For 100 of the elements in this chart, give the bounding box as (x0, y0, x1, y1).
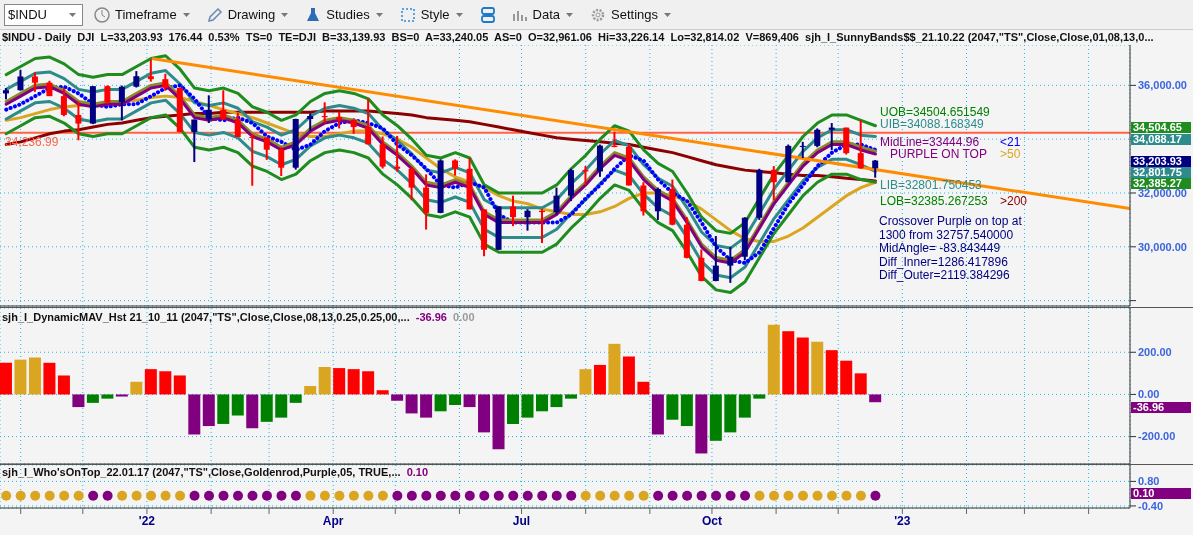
bar (666, 394, 679, 420)
bar (304, 386, 317, 395)
bar (811, 341, 824, 395)
bar (478, 394, 491, 433)
text: $INDU (4, 3, 83, 26)
bar (57, 375, 70, 395)
annotation: LIB=32801.750453 (880, 178, 982, 192)
annotation: >200 (1000, 194, 1028, 208)
x-tick-label: Apr (322, 513, 344, 528)
text: -36.96 (1131, 401, 1191, 413)
candlestick (321, 101, 328, 125)
bar (463, 394, 476, 408)
annotation: Crossover Purple on top at 1300 from 32757.540000 MidAngle= -83.843449 Diff_Inner=1286.417896 Diff_Outer=2119.384296 (879, 214, 1022, 283)
bar (608, 343, 621, 395)
text: Studies (325, 6, 371, 24)
candlestick (727, 245, 734, 284)
text: 34,088.17 (1131, 133, 1191, 145)
bar (420, 394, 433, 418)
y-tick-label: 200.00 (1138, 346, 1172, 359)
text: Drawing (226, 6, 277, 24)
candlestick (234, 111, 241, 139)
bar (782, 331, 795, 395)
candlestick (379, 135, 386, 170)
candlestick (365, 97, 372, 146)
bar (0, 362, 12, 395)
candlestick (553, 186, 560, 216)
candlestick (147, 58, 154, 83)
annotation: UIB=34088.168349 (880, 117, 984, 131)
bar (550, 394, 563, 408)
annotation: MidLine=33444.96 (880, 135, 980, 149)
candlestick (60, 87, 67, 118)
text: 0.10 (1131, 487, 1191, 499)
bar (130, 381, 143, 395)
bar (521, 394, 534, 418)
candlestick (75, 100, 82, 142)
candlestick (799, 140, 806, 160)
bar (651, 394, 664, 435)
bar (825, 350, 838, 395)
bar (173, 375, 186, 395)
bar (535, 394, 548, 412)
candlestick (205, 94, 212, 125)
x-tick-label: '23 (894, 513, 911, 528)
bar (753, 394, 766, 399)
text: 33,203.93 (1131, 155, 1191, 167)
bar (869, 394, 882, 403)
annotation: 0.00 (452, 311, 475, 323)
bar (231, 394, 244, 416)
candlestick (857, 119, 864, 170)
candlestick (191, 118, 198, 164)
annotation: -36.96 (414, 311, 447, 323)
bar (767, 324, 780, 395)
candlestick (698, 248, 705, 283)
bar (593, 364, 606, 395)
bar (507, 394, 520, 424)
candlestick (770, 165, 777, 202)
bar (217, 394, 230, 424)
bar (709, 394, 722, 441)
candlestick (394, 134, 401, 173)
bar (564, 394, 577, 399)
text: 34,504.65 (1131, 121, 1191, 133)
y-tick-label: 0.00 (1138, 388, 1160, 401)
chart-title: sjh_I_Who'sOnTop_22.01.17 (2047,"TS",Close,Goldenrod,Purple,05, TRUE,... (2, 466, 401, 478)
text: Data (531, 6, 562, 24)
annotation: >50 (1000, 147, 1021, 161)
line-series (4, 54, 877, 235)
bar (796, 337, 809, 395)
bar (188, 394, 201, 435)
candlestick (249, 132, 256, 187)
bar (275, 394, 288, 418)
candlestick (828, 122, 835, 151)
bar (449, 394, 462, 405)
y-tick-label: -200.00 (1138, 430, 1176, 443)
bar (695, 394, 708, 454)
bar (260, 394, 273, 422)
candlestick (104, 84, 111, 106)
bar (738, 394, 751, 418)
bar (115, 394, 128, 397)
bar (159, 371, 172, 395)
x-tick-label: '22 (138, 513, 156, 528)
candlestick (814, 127, 821, 149)
bar (637, 381, 650, 395)
candlestick (712, 235, 719, 283)
bar (362, 371, 375, 395)
candlestick (654, 186, 661, 221)
candlestick (510, 194, 517, 228)
bar (405, 394, 418, 414)
text: 32,801.75 (1131, 166, 1191, 178)
bar (434, 394, 447, 412)
bar (72, 394, 85, 408)
text: Settings (610, 6, 660, 24)
y-tick-label: 30,000.00 (1138, 240, 1187, 253)
x-tick-label: Jul (512, 513, 531, 528)
bar (376, 390, 389, 395)
chart-title: $INDU - Daily DJI L=33,203.93 176.44 0.53% TS=0 TE=DJI B=33,139.93 BS=0 A=33,240.05 AS=0 O=32,961.06 Hi=33,226.14 Lo=32,814.02 V=869,406 sjh_I_SunnyBands$$_21.10.22 (2047,"TS",Close,Close,01,08,13,0... (2, 31, 1154, 43)
bar (333, 368, 346, 395)
bar (680, 394, 693, 427)
x-tick-label: Oct (701, 513, 722, 528)
bar (492, 394, 505, 450)
bar (202, 394, 215, 427)
candlestick (31, 71, 38, 93)
